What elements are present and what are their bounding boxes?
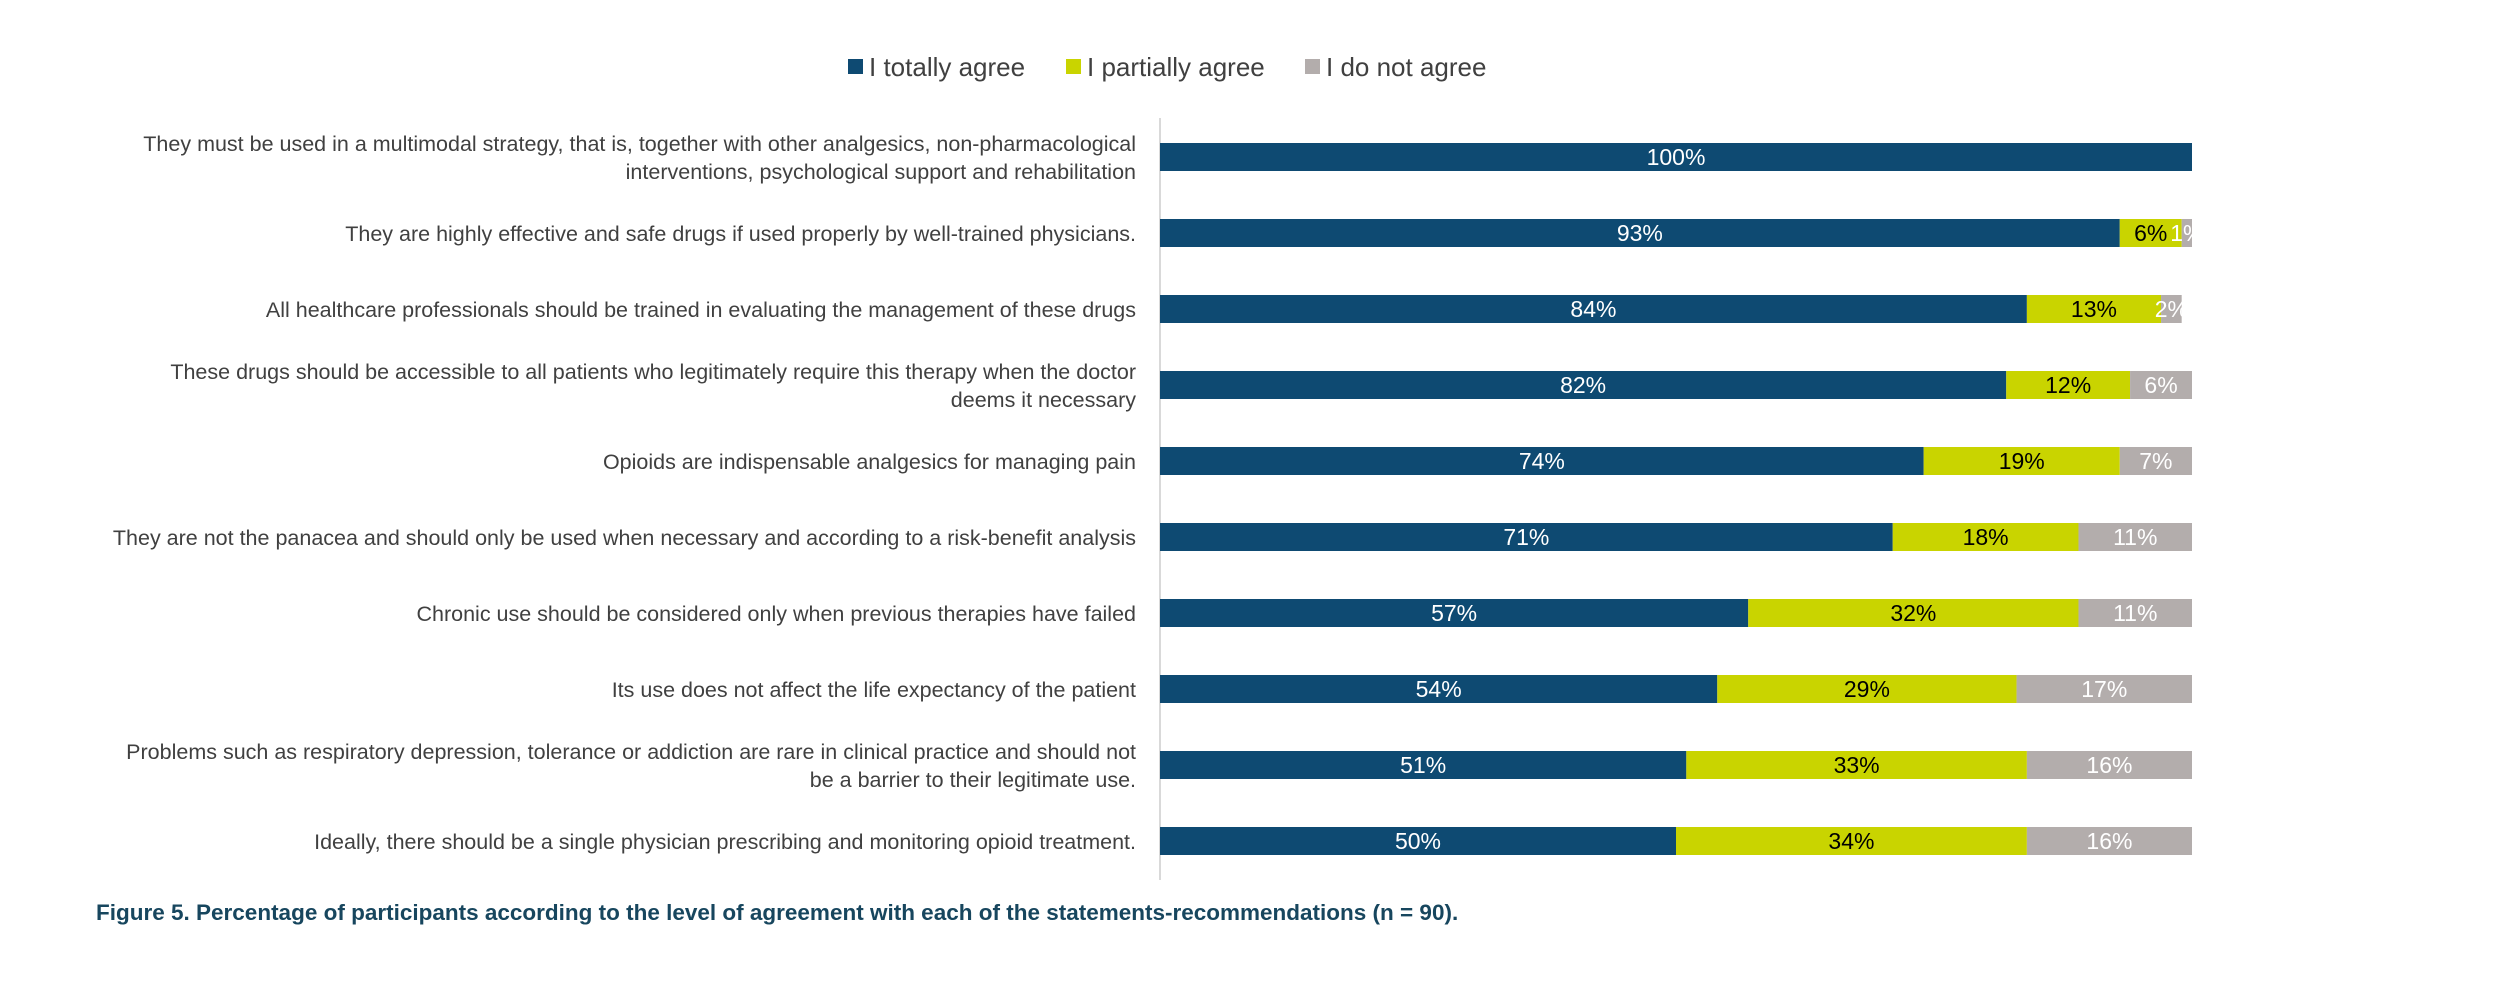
legend-label-i-do-not-agree: I do not agree xyxy=(1326,52,1486,82)
bar-i-totally-agree xyxy=(1160,751,1687,779)
bar-i-totally-agree xyxy=(1160,219,2120,247)
data-label: 6% xyxy=(2144,372,2177,398)
bar-i-partially-agree xyxy=(1676,827,2027,855)
legend-label-i-partially-agree: I partially agree xyxy=(1087,52,1265,82)
bar-i-partially-agree xyxy=(2119,219,2182,247)
legend-swatch-i-totally-agree xyxy=(848,59,863,74)
legend-swatch-i-do-not-agree xyxy=(1305,59,1320,74)
data-label: 11% xyxy=(2113,600,2157,626)
data-label: 93% xyxy=(1617,220,1663,246)
legend-swatch-i-partially-agree xyxy=(1066,59,1081,74)
data-label: 1% xyxy=(2170,220,2203,246)
legend: I totally agree I partially agree I do not… xyxy=(848,52,1486,82)
data-label: 13% xyxy=(2071,296,2117,322)
data-label: 17% xyxy=(2081,676,2127,702)
data-label: 7% xyxy=(2139,448,2172,474)
data-label: 71% xyxy=(1503,524,1549,550)
category-label: They are not the panacea and should only… xyxy=(113,526,1136,550)
bar-i-partially-agree xyxy=(2006,371,2131,399)
bar-i-do-not-agree xyxy=(2026,827,2192,855)
bar-i-partially-agree xyxy=(1892,523,2079,551)
bar-i-do-not-agree xyxy=(2026,751,2192,779)
data-label: 11% xyxy=(2113,524,2157,550)
category-label: Ideally, there should be a single physic… xyxy=(314,830,1136,854)
bar-i-totally-agree xyxy=(1160,599,1749,627)
category-label: All healthcare professionals should be t… xyxy=(266,298,1136,322)
category-label: Its use does not affect the life expecta… xyxy=(612,678,1136,702)
bar-i-do-not-agree xyxy=(2078,523,2192,551)
bar-i-partially-agree xyxy=(2026,295,2162,323)
category-label: be a barrier to their legitimate use. xyxy=(810,768,1136,792)
category-label: Chronic use should be considered only wh… xyxy=(416,602,1136,626)
data-label: 2% xyxy=(2155,296,2188,322)
bar-i-do-not-agree xyxy=(2161,295,2182,323)
category-label: Problems such as respiratory depression,… xyxy=(126,740,1136,764)
category-label: They are highly effective and safe drugs… xyxy=(345,222,1136,246)
bar-i-totally-agree xyxy=(1160,523,1893,551)
data-label: 74% xyxy=(1519,448,1565,474)
category-label: interventions, psychological support and… xyxy=(626,160,1136,184)
bars: 100%93% 6% 1%84% 13% 2%82% 12% 6%74% 19% 7%71% 18… xyxy=(1160,143,2203,855)
data-label: 50% xyxy=(1395,828,1441,854)
bar-i-partially-agree xyxy=(1923,447,2120,475)
bar-i-do-not-agree xyxy=(2078,599,2192,627)
data-label: 32% xyxy=(1890,600,1936,626)
legend-label-i-totally-agree: I totally agree xyxy=(869,52,1025,82)
data-label: 82% xyxy=(1560,372,1606,398)
bar-i-partially-agree xyxy=(1686,751,2027,779)
bar-i-totally-agree xyxy=(1160,295,2027,323)
data-label: 29% xyxy=(1844,676,1890,702)
category-label: They must be used in a multimodal strate… xyxy=(143,132,1136,156)
bar-i-totally-agree xyxy=(1160,827,1676,855)
category-label: Opioids are indispensable analgesics for… xyxy=(603,450,1136,474)
data-label: 57% xyxy=(1431,600,1477,626)
data-label: 16% xyxy=(2086,828,2132,854)
bar-i-partially-agree xyxy=(1748,599,2079,627)
data-label: 34% xyxy=(1828,828,1874,854)
bar-i-totally-agree xyxy=(1160,447,1924,475)
data-label: 6% xyxy=(2134,220,2167,246)
data-label: 33% xyxy=(1834,752,1880,778)
data-label: 51% xyxy=(1400,752,1446,778)
data-label: 19% xyxy=(1999,448,2045,474)
bar-i-do-not-agree xyxy=(2119,447,2192,475)
data-label: 16% xyxy=(2086,752,2132,778)
category-labels: They must be used in a multimodal strate… xyxy=(113,132,1136,854)
bar-i-do-not-agree xyxy=(2016,675,2192,703)
bar-i-totally-agree xyxy=(1160,143,2192,171)
data-label: 54% xyxy=(1416,676,1462,702)
bar-i-totally-agree xyxy=(1160,675,1718,703)
category-label: deems it necessary xyxy=(951,388,1136,412)
data-label: 12% xyxy=(2045,372,2091,398)
bar-i-do-not-agree xyxy=(2130,371,2192,399)
data-label: 84% xyxy=(1570,296,1616,322)
bar-i-totally-agree xyxy=(1160,371,2007,399)
category-label: These drugs should be accessible to all … xyxy=(170,360,1136,384)
data-label: 18% xyxy=(1963,524,2009,550)
bar-i-partially-agree xyxy=(1717,675,2017,703)
bar-i-do-not-agree xyxy=(2181,219,2192,247)
figure-caption: Figure 5. Percentage of participants acc… xyxy=(96,900,1459,925)
data-label: 100% xyxy=(1647,144,1706,170)
